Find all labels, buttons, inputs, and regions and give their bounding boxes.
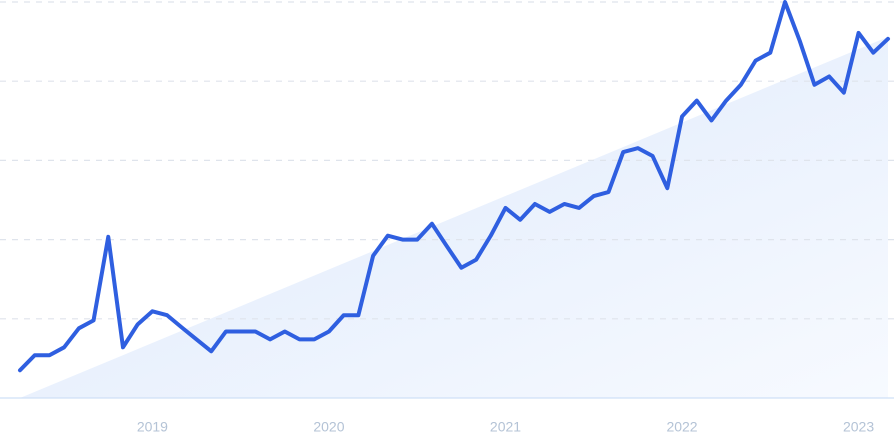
x-tick-label: 2022	[666, 419, 697, 435]
trend-line	[18, 0, 890, 373]
x-tick-label: 2020	[313, 419, 344, 435]
x-tick-label: 2019	[137, 419, 168, 435]
trend-area	[20, 36, 888, 399]
x-tick-label: 2023	[843, 419, 874, 435]
x-tick-label: 2021	[490, 419, 521, 435]
